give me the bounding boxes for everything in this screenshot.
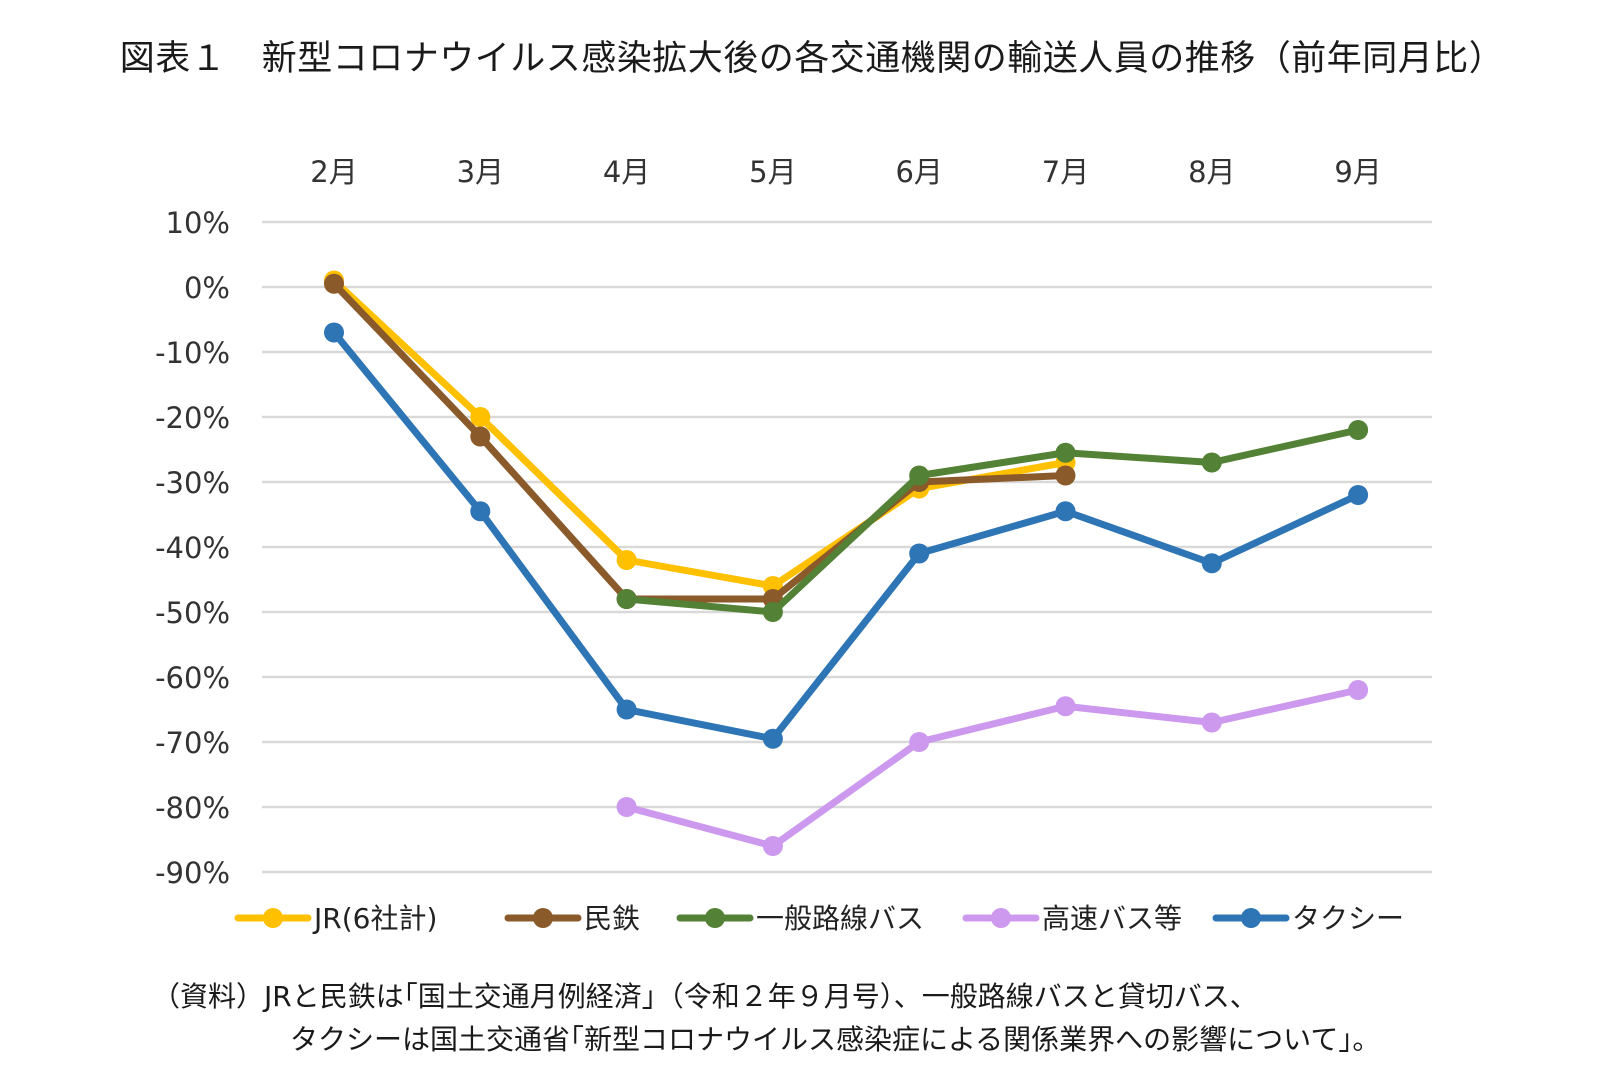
legend-label: 民鉄	[584, 902, 640, 935]
legend-item: JR(6社計)	[234, 902, 437, 935]
data-point	[1201, 553, 1222, 574]
y-tick-label: -30%	[155, 466, 230, 500]
chart-title: 図表１ 新型コロナウイルス感染拡大後の各交通機関の輸送人員の推移（前年同月比）	[119, 39, 1505, 79]
data-point	[470, 501, 491, 522]
data-point	[616, 699, 637, 720]
series-3	[616, 680, 1369, 856]
y-tick-label: -40%	[155, 531, 230, 565]
x-axis-labels: 2月 3月 4月 5月 6月 7月 8月 9月	[310, 155, 1382, 189]
legend-label: タクシー	[1292, 902, 1404, 935]
series-line	[623, 686, 1362, 850]
gridlines	[262, 220, 1432, 874]
y-tick-label: -90%	[155, 856, 230, 890]
legend-swatch-marker	[533, 908, 553, 928]
data-point	[470, 426, 491, 447]
legend-swatch-marker	[705, 908, 725, 928]
data-point	[1348, 485, 1369, 505]
data-point	[324, 322, 344, 343]
data-point	[909, 732, 930, 752]
y-tick-label: -50%	[155, 596, 230, 630]
legend-item: 民鉄	[504, 902, 640, 935]
data-point	[1348, 420, 1369, 440]
y-tick-label: 10%	[166, 206, 230, 240]
y-axis-labels: 10% 0% -10% -20% -30% -40% -50% -60% -70% -80% -90…	[155, 206, 230, 890]
data-point	[1201, 712, 1222, 733]
data-point	[324, 273, 344, 294]
series-line	[330, 280, 1069, 603]
x-tick-label: 4月	[603, 155, 650, 189]
x-tick-label: 9月	[1334, 155, 1381, 189]
x-tick-label: 6月	[895, 155, 942, 189]
legend-label: 一般路線バス	[756, 902, 924, 935]
y-tick-label: -20%	[155, 401, 230, 435]
y-tick-label: 0%	[184, 271, 230, 305]
legend: JR(6社計) 民鉄 一般路線バス 高速バス等 タクシー	[234, 902, 1404, 935]
data-point	[1055, 442, 1076, 463]
data-point	[909, 465, 930, 486]
legend-swatch-marker	[263, 908, 283, 928]
data-point	[762, 728, 783, 749]
legend-label: 高速バス等	[1042, 902, 1182, 935]
y-tick-label: -70%	[155, 726, 230, 760]
data-point	[909, 543, 930, 564]
series-1	[324, 273, 1076, 609]
legend-item: 一般路線バス	[676, 902, 924, 935]
x-tick-label: 8月	[1188, 155, 1235, 189]
y-tick-label: -80%	[155, 791, 230, 825]
data-point	[762, 836, 783, 856]
series-2	[616, 420, 1369, 622]
series-lines	[324, 270, 1369, 856]
x-tick-label: 7月	[1042, 155, 1089, 189]
y-tick-label: -60%	[155, 661, 230, 695]
legend-swatch-marker	[991, 908, 1011, 928]
legend-label: JR(6社計)	[312, 902, 437, 935]
data-point	[762, 602, 783, 622]
source-note-line-1: （資料）JRと民鉄は｢国土交通月例経済｣（令和２年９月号）、一般路線バスと貸切バ…	[152, 980, 1258, 1013]
data-point	[1055, 465, 1076, 486]
source-note-line-2: タクシーは国土交通省｢新型コロナウイルス感染症による関係業界への影響について｣。	[290, 1023, 1381, 1056]
legend-swatch-marker	[1241, 908, 1261, 928]
x-tick-label: 5月	[749, 155, 796, 189]
legend-item: タクシー	[1212, 902, 1404, 935]
series-4	[324, 322, 1369, 749]
data-point	[1055, 501, 1076, 522]
data-point	[1055, 696, 1076, 717]
data-point	[1348, 680, 1369, 700]
data-point	[616, 550, 637, 570]
legend-item: 高速バス等	[962, 902, 1182, 935]
data-point	[616, 589, 637, 609]
series-line	[623, 426, 1362, 616]
series-line	[330, 329, 1362, 743]
x-tick-label: 3月	[457, 155, 504, 189]
data-point	[616, 797, 637, 817]
x-tick-label: 2月	[310, 155, 357, 189]
y-tick-label: -10%	[155, 336, 230, 370]
data-point	[1201, 452, 1222, 473]
data-point	[470, 407, 491, 427]
